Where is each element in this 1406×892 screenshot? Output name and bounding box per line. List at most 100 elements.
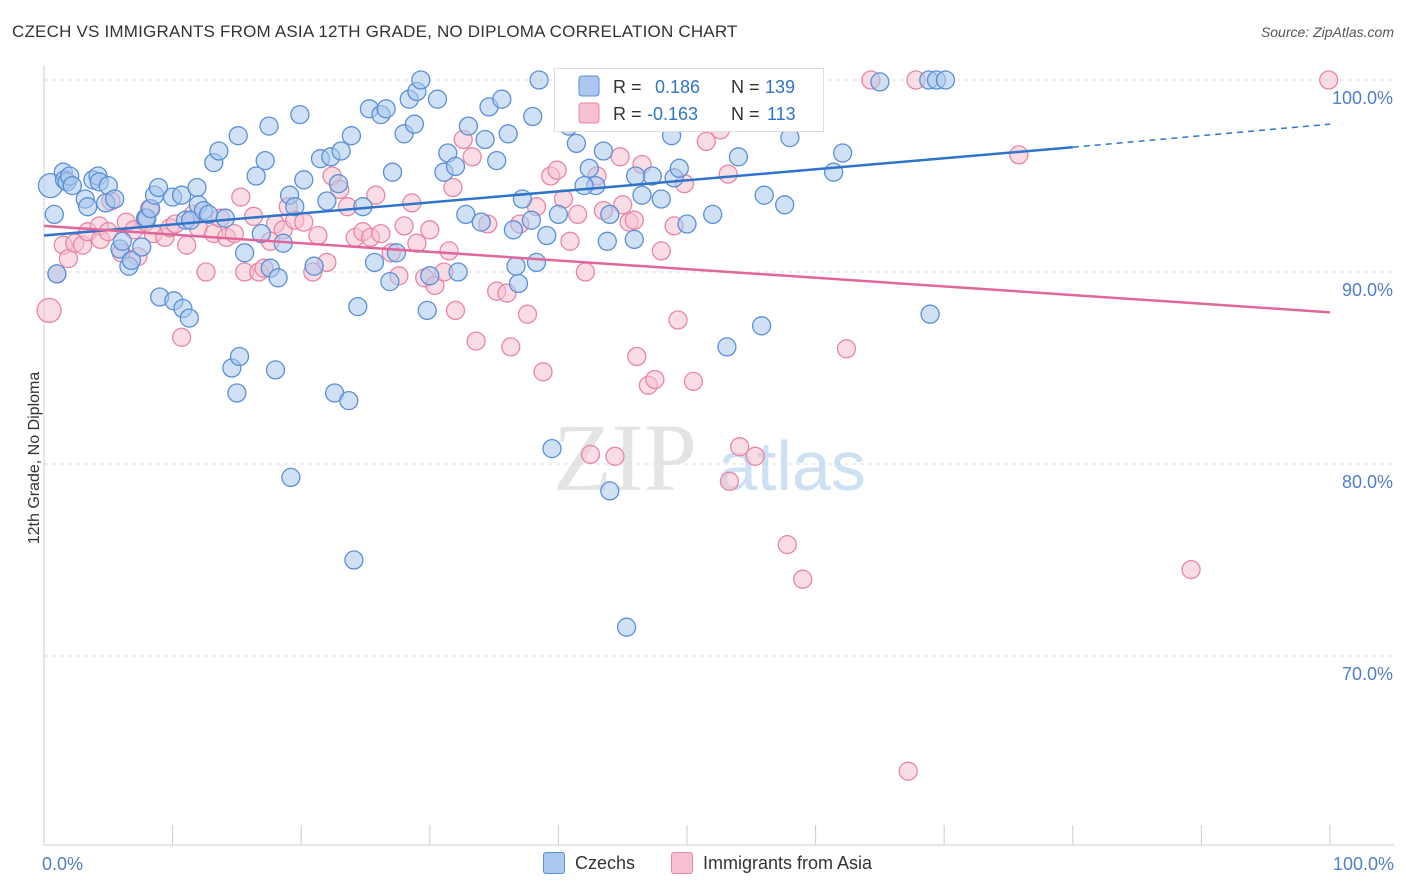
czech-point: [344, 550, 364, 570]
legend-asia-label: Immigrants from Asia: [703, 852, 873, 873]
czech-point: [487, 150, 507, 171]
czech-point: [754, 185, 774, 205]
czech-point: [404, 114, 425, 134]
legend-asia-swatch: [578, 102, 600, 124]
czech-point: [475, 129, 495, 150]
legend-czech-r-label: R =: [613, 77, 642, 97]
legend-asia-n-label: N =: [731, 104, 760, 124]
czech-trend-extension: [1072, 123, 1331, 148]
czech-point: [382, 162, 403, 182]
czech-point: [411, 70, 431, 90]
czech-point: [523, 106, 543, 127]
czech-point: [498, 124, 518, 144]
legend-asia-n-value: 113: [767, 104, 796, 124]
asia-point: [627, 346, 647, 367]
asia-point: [605, 446, 625, 466]
czech-point: [341, 126, 362, 146]
czech-point: [471, 212, 491, 232]
asia-point: [683, 371, 704, 392]
asia-point: [308, 225, 328, 246]
czech-point: [294, 170, 314, 190]
czech-point: [259, 116, 279, 136]
watermark: ZIP atlas: [553, 404, 866, 511]
asia-point: [613, 195, 633, 215]
asia-point: [568, 204, 588, 225]
legend-item-czechs[interactable]: Czechs: [543, 852, 635, 874]
czech-point: [348, 296, 368, 317]
czech-point: [255, 150, 275, 171]
asia-point: [439, 241, 459, 261]
y-tick-label: 70.0%: [1342, 664, 1393, 684]
asia-point: [445, 300, 466, 321]
asia-point: [1319, 70, 1339, 90]
czech-point: [121, 250, 142, 271]
czech-point: [677, 214, 697, 234]
chart-title: CZECH VS IMMIGRANTS FROM ASIA 12TH GRADE…: [12, 22, 738, 41]
y-tick-label: 80.0%: [1342, 472, 1393, 492]
watermark-zip: ZIP: [553, 404, 697, 511]
series-legend: Czechs Immigrants from Asia: [0, 852, 1406, 876]
y-axis-label: 12th Grade, No Diploma: [26, 372, 43, 545]
czech-point: [364, 252, 385, 273]
asia-point: [517, 304, 538, 324]
asia-trend-line: [43, 224, 1331, 314]
asia-point: [651, 241, 671, 261]
czech-point: [420, 266, 440, 286]
czech-point: [268, 268, 288, 288]
czech-point: [376, 99, 396, 119]
x-tick-label-max: 100.0%: [1333, 854, 1394, 874]
czech-point: [624, 229, 644, 250]
czech-point: [339, 390, 359, 411]
asia-point: [580, 444, 601, 465]
czech-point: [44, 204, 64, 225]
czech-point: [290, 104, 310, 125]
czech-point: [458, 116, 479, 136]
czech-point: [574, 175, 594, 196]
czech-point: [229, 346, 250, 367]
asia-point: [177, 235, 197, 255]
asia-point: [718, 164, 738, 184]
czech-point: [62, 175, 82, 196]
czech-point: [171, 185, 192, 205]
legend-item-immigrants-from-asia[interactable]: Immigrants from Asia: [671, 852, 872, 874]
czech-point: [669, 158, 689, 178]
czech-point: [566, 133, 587, 154]
czech-point: [537, 225, 557, 246]
czech-point: [148, 177, 169, 198]
czech-point: [542, 438, 562, 459]
asia-point: [443, 177, 463, 198]
czech-point: [492, 89, 512, 109]
asia-point: [394, 216, 414, 236]
legend-asia-r-value: -0.163: [647, 104, 698, 124]
czech-point: [593, 141, 614, 161]
asia-point: [610, 147, 630, 167]
asia-point: [898, 761, 918, 781]
y-tick-labels: 100.0% 90.0% 80.0% 70.0%: [1332, 88, 1393, 684]
czech-point: [456, 204, 476, 225]
asia-point: [462, 147, 482, 167]
czech-point: [448, 262, 468, 282]
asia-point: [371, 223, 391, 244]
czech-point: [47, 264, 67, 284]
asia-point: [366, 185, 386, 205]
legend-czechs-swatch: [543, 852, 565, 874]
asia-point: [196, 262, 216, 282]
czech-point: [508, 273, 529, 294]
czech-point: [209, 141, 229, 161]
czech-point: [281, 467, 301, 488]
czech-point: [728, 147, 749, 167]
czech-point: [600, 204, 620, 225]
asia-point: [730, 437, 750, 457]
asia-point: [501, 337, 521, 357]
series-czechs: [37, 70, 956, 637]
legend-czech-n-label: N =: [731, 77, 760, 97]
czech-point: [920, 304, 940, 324]
czech-point: [187, 177, 207, 198]
asia-point: [624, 210, 644, 230]
czech-point: [526, 252, 547, 273]
series-immigrants-from-asia: [36, 70, 1339, 781]
czech-point: [751, 316, 772, 336]
asia-point: [745, 446, 765, 466]
legend-czech-r-value: 0.186: [655, 77, 700, 97]
